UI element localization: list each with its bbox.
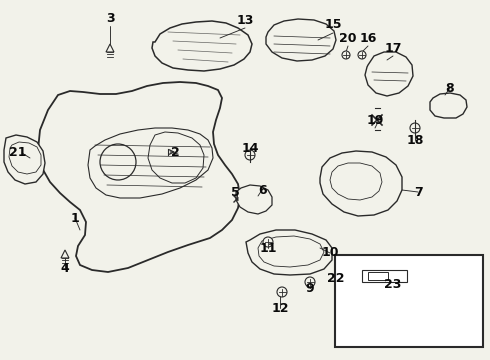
Text: 13: 13	[236, 13, 254, 27]
Circle shape	[410, 123, 420, 133]
Text: 6: 6	[259, 184, 268, 197]
Text: 20: 20	[339, 31, 357, 45]
Polygon shape	[236, 185, 272, 214]
Polygon shape	[365, 52, 413, 96]
Text: 19: 19	[367, 113, 384, 126]
Circle shape	[305, 277, 315, 287]
Polygon shape	[266, 19, 336, 61]
Text: 15: 15	[324, 18, 342, 31]
Text: 2: 2	[171, 147, 179, 159]
Text: 5: 5	[231, 186, 240, 199]
Polygon shape	[430, 93, 467, 118]
Polygon shape	[246, 230, 332, 275]
Text: 21: 21	[9, 147, 27, 159]
Bar	[368, 272, 388, 280]
Polygon shape	[320, 151, 402, 216]
Text: 11: 11	[259, 242, 277, 255]
Text: 10: 10	[321, 247, 339, 260]
Polygon shape	[342, 280, 437, 337]
Text: 7: 7	[414, 185, 422, 198]
Text: 22: 22	[327, 271, 345, 284]
Polygon shape	[330, 163, 382, 200]
Bar	[362, 270, 407, 282]
Circle shape	[263, 237, 273, 247]
Text: 16: 16	[359, 31, 377, 45]
Text: 4: 4	[61, 261, 70, 274]
Circle shape	[277, 287, 287, 297]
Bar	[335, 255, 483, 347]
Text: 12: 12	[271, 302, 289, 315]
Circle shape	[358, 51, 366, 59]
Polygon shape	[38, 82, 240, 272]
Text: 23: 23	[384, 279, 402, 292]
Text: 14: 14	[241, 141, 259, 154]
Polygon shape	[148, 132, 204, 183]
Polygon shape	[4, 135, 45, 184]
Circle shape	[245, 150, 255, 160]
Polygon shape	[61, 250, 69, 258]
Circle shape	[342, 51, 350, 59]
Polygon shape	[106, 44, 114, 52]
Polygon shape	[9, 142, 41, 174]
Text: 17: 17	[384, 41, 402, 54]
Text: 18: 18	[406, 134, 424, 147]
Polygon shape	[152, 21, 252, 71]
Text: 3: 3	[106, 12, 114, 24]
Polygon shape	[350, 287, 426, 329]
Polygon shape	[88, 128, 213, 198]
Text: 8: 8	[446, 81, 454, 94]
Text: 1: 1	[71, 211, 79, 225]
Polygon shape	[258, 236, 324, 267]
Text: 9: 9	[306, 282, 314, 294]
